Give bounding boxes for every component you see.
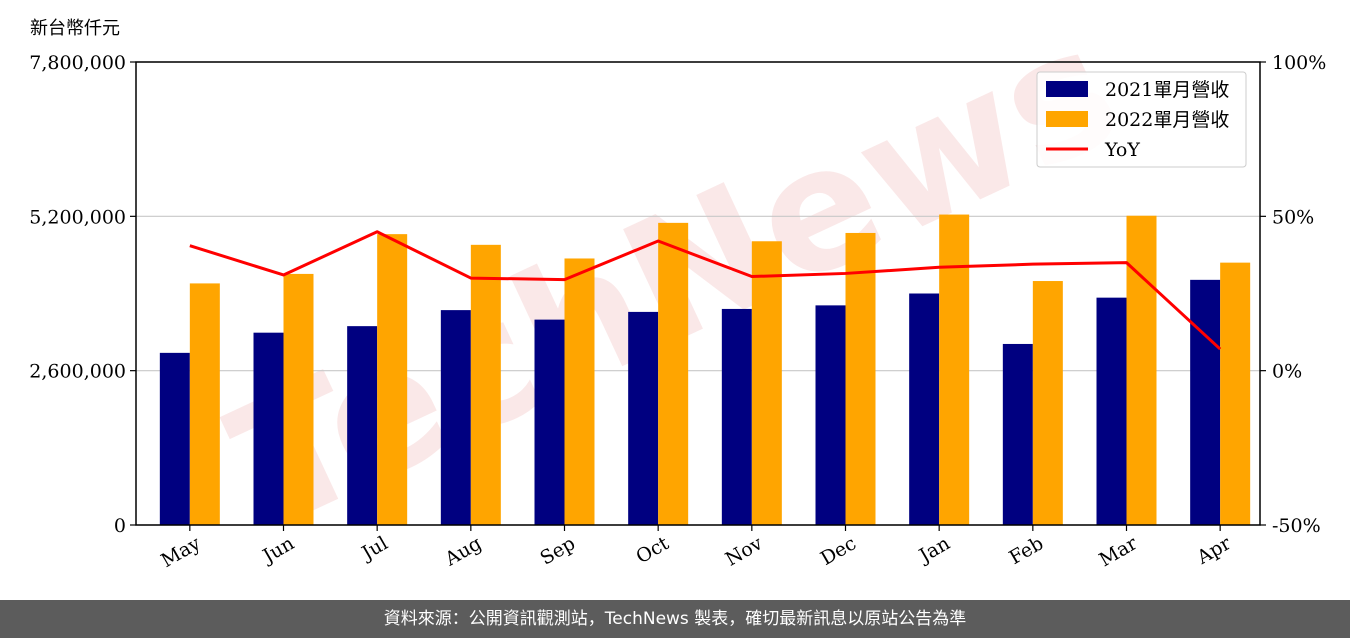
bar-2022單月營收-Dec: [845, 232, 876, 525]
bar-2021單月營收-Feb: [1002, 343, 1033, 525]
x-tick-label: Nov: [722, 532, 767, 571]
bar-2022單月營收-Sep: [564, 258, 595, 525]
source-footer: 資料來源：公開資訊觀測站，TechNews 製表，確切最新訊息以原站公告為準: [0, 600, 1350, 638]
bar-2021單月營收-Oct: [628, 311, 659, 525]
bar-2021單月營收-Mar: [1096, 297, 1127, 525]
bar-2022單月營收-Nov: [751, 241, 782, 525]
bar-2022單月營收-Jan: [939, 214, 970, 526]
x-tick-label: Feb: [1006, 532, 1048, 569]
bar-2022單月營收-Mar: [1126, 215, 1157, 525]
x-tick-label: Mar: [1095, 532, 1141, 571]
y2-tick-label: -50%: [1272, 515, 1321, 537]
bar-2022單月營收-Jul: [377, 234, 408, 525]
x-tick-label: Jul: [356, 532, 391, 565]
y-tick-label: 7,800,000: [29, 52, 126, 74]
x-tick-label: Apr: [1193, 532, 1236, 569]
bar-2021單月營收-Jun: [253, 332, 284, 525]
bar-2021單月營收-Apr: [1190, 279, 1221, 525]
yoy-line: [189, 230, 1222, 351]
bar-2021單月營收-Aug: [440, 310, 471, 525]
y2-tick-label: 0%: [1272, 361, 1302, 383]
yoy-line-series: [189, 230, 1222, 351]
bar-2022單月營收-Aug: [470, 244, 501, 526]
bar-2021單月營收-May: [159, 352, 190, 525]
bar-2022單月營收-Oct: [658, 222, 689, 525]
x-tick-label: Jan: [914, 532, 954, 568]
unit-label: 新台幣仟元: [30, 18, 120, 39]
x-tick-label: Oct: [632, 532, 673, 568]
legend-label: 2022單月營收: [1105, 109, 1229, 131]
bar-2021單月營收-Jan: [909, 293, 940, 525]
x-tick-label: Dec: [817, 532, 860, 570]
legend-swatch: [1046, 81, 1088, 97]
bar-2022單月營收-Jun: [283, 273, 314, 525]
bar-series: [159, 214, 1251, 526]
bar-2021單月營收-Jul: [347, 326, 378, 525]
y-tick-label: 0: [114, 515, 126, 537]
plot-frame: [135, 61, 1261, 526]
legend: 2021單月營收 2022單月營收 YoY: [1036, 71, 1247, 168]
x-tick-label: Aug: [440, 532, 485, 571]
legend-box: [1036, 71, 1247, 168]
legend-label: YoY: [1104, 139, 1140, 161]
y2-tick-label: 100%: [1272, 52, 1326, 74]
x-tick-label: May: [157, 532, 204, 572]
bar-2021單月營收-Nov: [721, 308, 752, 525]
y-tick-label: 2,600,000: [29, 361, 126, 383]
bar-2021單月營收-Sep: [534, 319, 565, 525]
revenue-chart: TechNews 02,600,0005,200,0007,800,000-50…: [29, 0, 1326, 572]
legend-label: 2021單月營收: [1105, 79, 1229, 101]
bar-2022單月營收-Apr: [1220, 262, 1251, 525]
bar-2022單月營收-May: [189, 283, 220, 525]
y2-tick-label: 50%: [1272, 206, 1314, 228]
bar-2021單月營收-Dec: [815, 305, 846, 525]
y-tick-label: 5,200,000: [29, 206, 126, 228]
legend-swatch: [1046, 111, 1088, 127]
x-tick-label: Sep: [536, 532, 579, 569]
bar-2022單月營收-Feb: [1032, 281, 1063, 525]
